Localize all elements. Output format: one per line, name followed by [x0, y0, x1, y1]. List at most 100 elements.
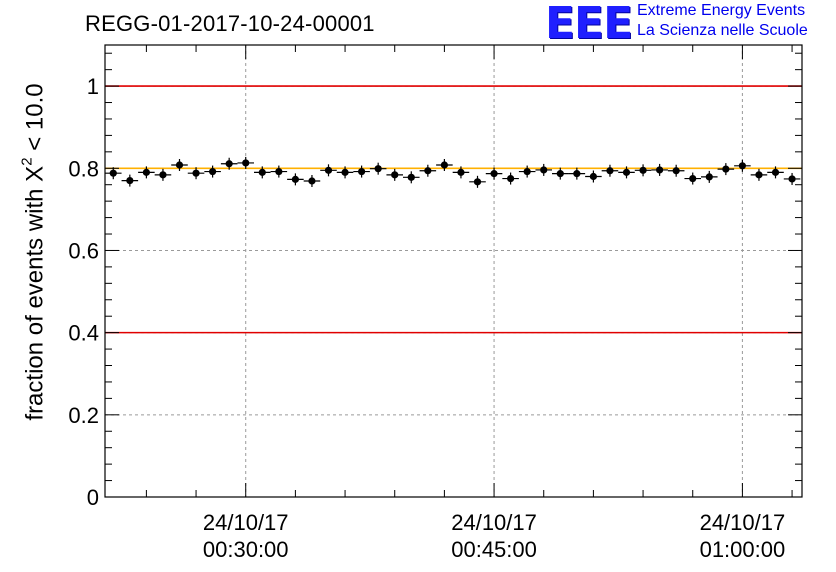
data-point-marker [473, 178, 482, 186]
data-point [138, 166, 155, 179]
data-point [336, 166, 354, 179]
data-point-marker [242, 159, 250, 167]
y-tick-label: 0.2 [68, 403, 99, 428]
data-point-marker [689, 174, 697, 183]
data-point [254, 166, 271, 179]
chart-title: REGG-01-2017-10-24-00001 [85, 11, 375, 36]
logo-text-line2: La Scienza nelle Scuole [637, 22, 808, 39]
data-point [287, 173, 304, 186]
data-point-marker [606, 167, 614, 175]
data-point-marker [275, 167, 283, 176]
data-point [403, 171, 420, 184]
data-point [154, 168, 172, 181]
data-point [469, 175, 486, 188]
data-point [204, 165, 221, 178]
data-point [237, 156, 255, 169]
x-tick-time-label: 00:45:00 [451, 537, 537, 562]
data-point-marker [507, 174, 515, 183]
data-point-marker [374, 165, 382, 173]
y-tick-label: 0 [87, 485, 99, 510]
data-point [502, 172, 519, 185]
data-point [651, 163, 668, 176]
data-point-marker [440, 161, 448, 169]
data-points [105, 156, 801, 188]
data-point [270, 165, 288, 178]
data-point [618, 166, 635, 179]
data-point-marker [457, 168, 465, 176]
data-point [386, 168, 404, 181]
data-point-marker [142, 168, 150, 176]
x-tick-date-label: 24/10/17 [700, 510, 786, 535]
plot-frame [104, 44, 803, 498]
data-point-marker [424, 167, 432, 175]
data-point [767, 166, 784, 179]
data-point [436, 158, 453, 171]
y-tick-label: 1 [87, 74, 99, 99]
data-point-marker [341, 168, 349, 176]
data-point [601, 164, 619, 177]
data-point-marker [126, 177, 134, 185]
eee-logo: EEE [545, 0, 633, 49]
data-point [717, 163, 735, 176]
data-point-marker [705, 173, 713, 181]
data-point-marker [672, 167, 680, 175]
data-point [452, 166, 470, 179]
data-point-marker [771, 168, 780, 176]
data-point-marker [358, 167, 366, 176]
data-point [220, 157, 238, 170]
data-point [518, 165, 536, 178]
data-point-marker [639, 166, 647, 174]
data-point-marker [225, 160, 233, 168]
data-point [634, 164, 652, 177]
y-tick-label: 0.8 [68, 156, 99, 181]
data-point-marker [738, 162, 746, 170]
data-point-marker [755, 171, 763, 179]
data-point-marker [391, 171, 399, 179]
y-tick-label: 0.4 [68, 321, 99, 346]
axis-ticks [105, 45, 802, 498]
data-point-marker [258, 168, 266, 176]
y-axis-label: fraction of events with X2 < 10.0 [18, 83, 49, 421]
data-point [552, 167, 569, 180]
data-point [105, 167, 122, 180]
tick-labels: 00.20.40.60.8124/10/1700:30:0024/10/1700… [68, 74, 785, 562]
data-point-marker [407, 173, 415, 181]
data-point-marker [589, 172, 597, 181]
data-point [701, 170, 718, 183]
data-point [369, 162, 387, 175]
data-point-marker [291, 175, 299, 183]
data-point-marker [109, 169, 117, 177]
data-point-marker [523, 167, 531, 176]
data-point [121, 174, 139, 187]
data-point [320, 164, 337, 177]
logo-text-line1: Extreme Energy Events [637, 2, 806, 19]
data-point-marker [324, 166, 333, 174]
data-point-marker [656, 166, 664, 174]
data-point-marker [540, 166, 548, 174]
data-point-marker [175, 161, 184, 169]
data-point-marker [556, 170, 564, 178]
data-point [303, 175, 321, 188]
data-point [750, 168, 768, 181]
data-point [667, 164, 685, 177]
grid-lines [105, 45, 802, 497]
data-point-marker [490, 170, 498, 178]
x-tick-date-label: 24/10/17 [451, 510, 537, 535]
data-point-marker [788, 175, 796, 183]
data-point-marker [573, 170, 581, 178]
data-point-marker [308, 177, 316, 185]
x-tick-time-label: 01:00:00 [700, 537, 786, 562]
data-point [353, 165, 370, 178]
data-point-marker [159, 171, 167, 179]
data-point-marker [192, 169, 200, 177]
data-point [171, 158, 188, 171]
y-tick-label: 0.6 [68, 238, 99, 263]
data-point [585, 170, 602, 183]
data-point-marker [209, 167, 217, 176]
data-point [734, 159, 751, 172]
data-point [419, 164, 437, 177]
x-tick-date-label: 24/10/17 [203, 510, 289, 535]
data-point [684, 172, 702, 185]
data-point [485, 167, 503, 180]
